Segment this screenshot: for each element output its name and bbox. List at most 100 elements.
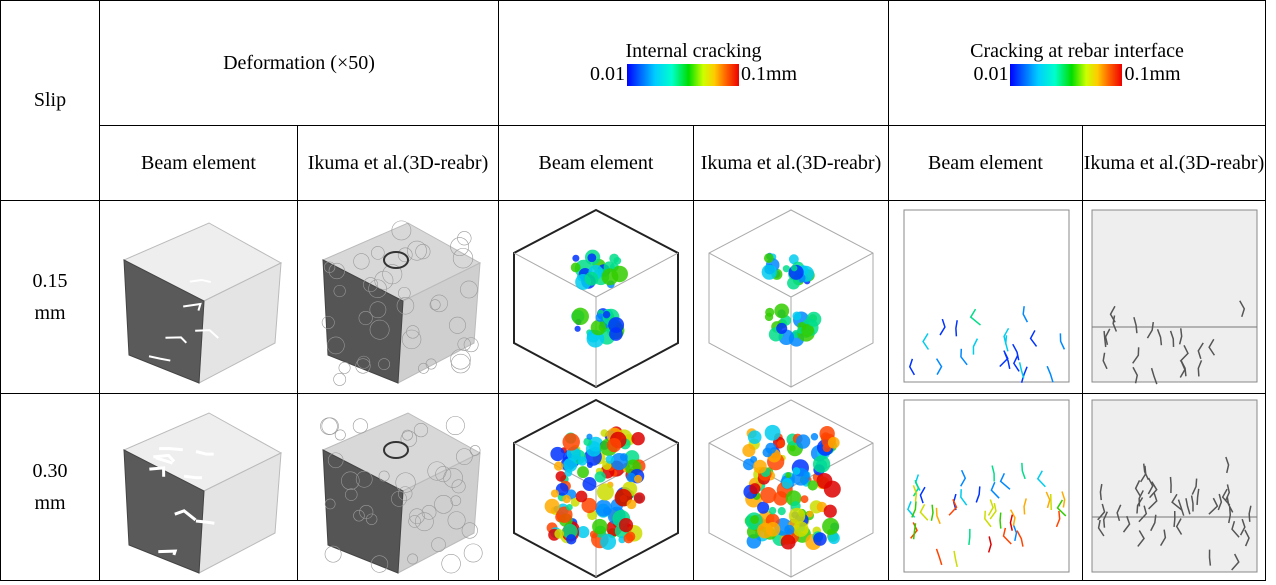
mesh-cell xyxy=(457,231,472,246)
crack-blob xyxy=(605,455,615,464)
crack-line xyxy=(972,338,978,355)
crack-blob xyxy=(806,510,814,518)
mesh-cell xyxy=(448,316,466,334)
crack-line xyxy=(1059,333,1065,350)
crack-line xyxy=(1175,518,1183,535)
crack-line xyxy=(1021,306,1028,323)
crack-line xyxy=(1137,530,1145,547)
cube-front xyxy=(322,449,404,574)
mesh-cell xyxy=(333,284,346,298)
crack-line xyxy=(975,486,981,503)
crack-line xyxy=(1022,498,1027,515)
crack-line xyxy=(1045,491,1051,509)
mesh-cell xyxy=(353,509,365,522)
crack-line xyxy=(1012,524,1017,541)
crack-blob xyxy=(776,322,788,334)
crack-line xyxy=(1029,330,1037,347)
crack-line xyxy=(959,469,966,487)
crack-blob xyxy=(607,437,622,453)
crack-line xyxy=(1208,497,1219,515)
crack-line xyxy=(1138,505,1148,523)
crack-line xyxy=(930,504,934,521)
crack-blob xyxy=(763,253,774,263)
crack-line xyxy=(1116,504,1122,522)
subheader-text: Beam element xyxy=(928,152,1043,174)
subheader-text: Ikuma et al.(3D-reabr) xyxy=(1083,152,1265,174)
crack-line xyxy=(1208,338,1216,356)
image-cell xyxy=(693,393,889,581)
crack-blob xyxy=(596,483,614,501)
mesh-cell xyxy=(407,553,419,565)
crack xyxy=(157,549,177,556)
crack xyxy=(194,329,219,339)
mesh-cell xyxy=(321,316,335,329)
mesh-cell xyxy=(328,262,345,280)
crack-line xyxy=(1049,493,1052,511)
subheader-text: Ikuma et al.(3D-reabr) xyxy=(307,152,489,174)
crack-blob xyxy=(784,524,795,536)
crack-blob xyxy=(806,311,822,327)
crack-blob xyxy=(586,461,593,468)
result-image xyxy=(122,412,282,574)
header-text: Slip xyxy=(33,89,67,111)
header-text: Internal cracking xyxy=(625,40,762,62)
crack-blob xyxy=(592,518,608,535)
mesh-cell xyxy=(359,504,374,520)
crack-line xyxy=(1122,515,1131,533)
crack-line xyxy=(952,550,958,568)
crack-line xyxy=(959,348,968,366)
crack-line xyxy=(1056,499,1066,517)
crack-blob xyxy=(823,504,837,518)
crack-blob xyxy=(577,456,588,466)
crack-blob xyxy=(768,506,777,515)
crack-line xyxy=(1146,321,1155,339)
crack-line xyxy=(1149,481,1158,499)
crack-line xyxy=(1148,492,1158,510)
mesh-cell xyxy=(460,280,478,299)
crack-blob xyxy=(550,489,560,498)
crack-blob xyxy=(762,447,773,458)
cube-front xyxy=(122,259,205,384)
mesh-cell xyxy=(450,495,462,506)
mesh-cell xyxy=(345,488,358,501)
crack-line xyxy=(1185,498,1191,515)
crack-blob xyxy=(572,254,580,262)
crack-line xyxy=(1133,316,1138,334)
crack-blob xyxy=(575,490,588,503)
mesh-cell xyxy=(397,486,413,501)
mesh-cell xyxy=(327,336,345,355)
result-image xyxy=(903,209,1069,383)
crack-line xyxy=(1156,328,1163,346)
crack-line xyxy=(1221,488,1231,506)
subheader-cell: Beam element xyxy=(498,125,694,201)
crack-blob xyxy=(555,483,569,496)
crack-blob xyxy=(757,501,770,514)
crack-line xyxy=(1012,355,1020,372)
crack-line xyxy=(1020,462,1026,480)
mesh-cell xyxy=(338,361,351,374)
crack-ring xyxy=(383,251,409,269)
crack-blob xyxy=(792,467,801,475)
crack-line xyxy=(954,320,958,337)
group-header: Deformation (×50) xyxy=(99,0,499,126)
crack-blob xyxy=(581,497,597,514)
crack-line xyxy=(1173,510,1176,528)
mesh-cell xyxy=(425,358,437,370)
mesh-cell xyxy=(371,246,385,260)
crack-line xyxy=(1196,488,1200,505)
cube-front xyxy=(122,449,205,574)
crack-line xyxy=(998,350,1009,368)
crack-blob xyxy=(626,499,637,510)
crack-blob xyxy=(600,533,617,550)
crack-line xyxy=(998,512,1002,529)
mesh-cell xyxy=(415,244,431,260)
crack-line xyxy=(1244,529,1250,547)
crack-line xyxy=(1134,480,1142,497)
crack-line xyxy=(1036,470,1046,488)
mesh-cell xyxy=(382,264,403,285)
mesh-cell xyxy=(469,445,481,456)
mesh-cell xyxy=(391,490,407,507)
crack-line xyxy=(1103,330,1107,348)
crack xyxy=(195,519,215,525)
mesh-cell xyxy=(370,555,389,573)
